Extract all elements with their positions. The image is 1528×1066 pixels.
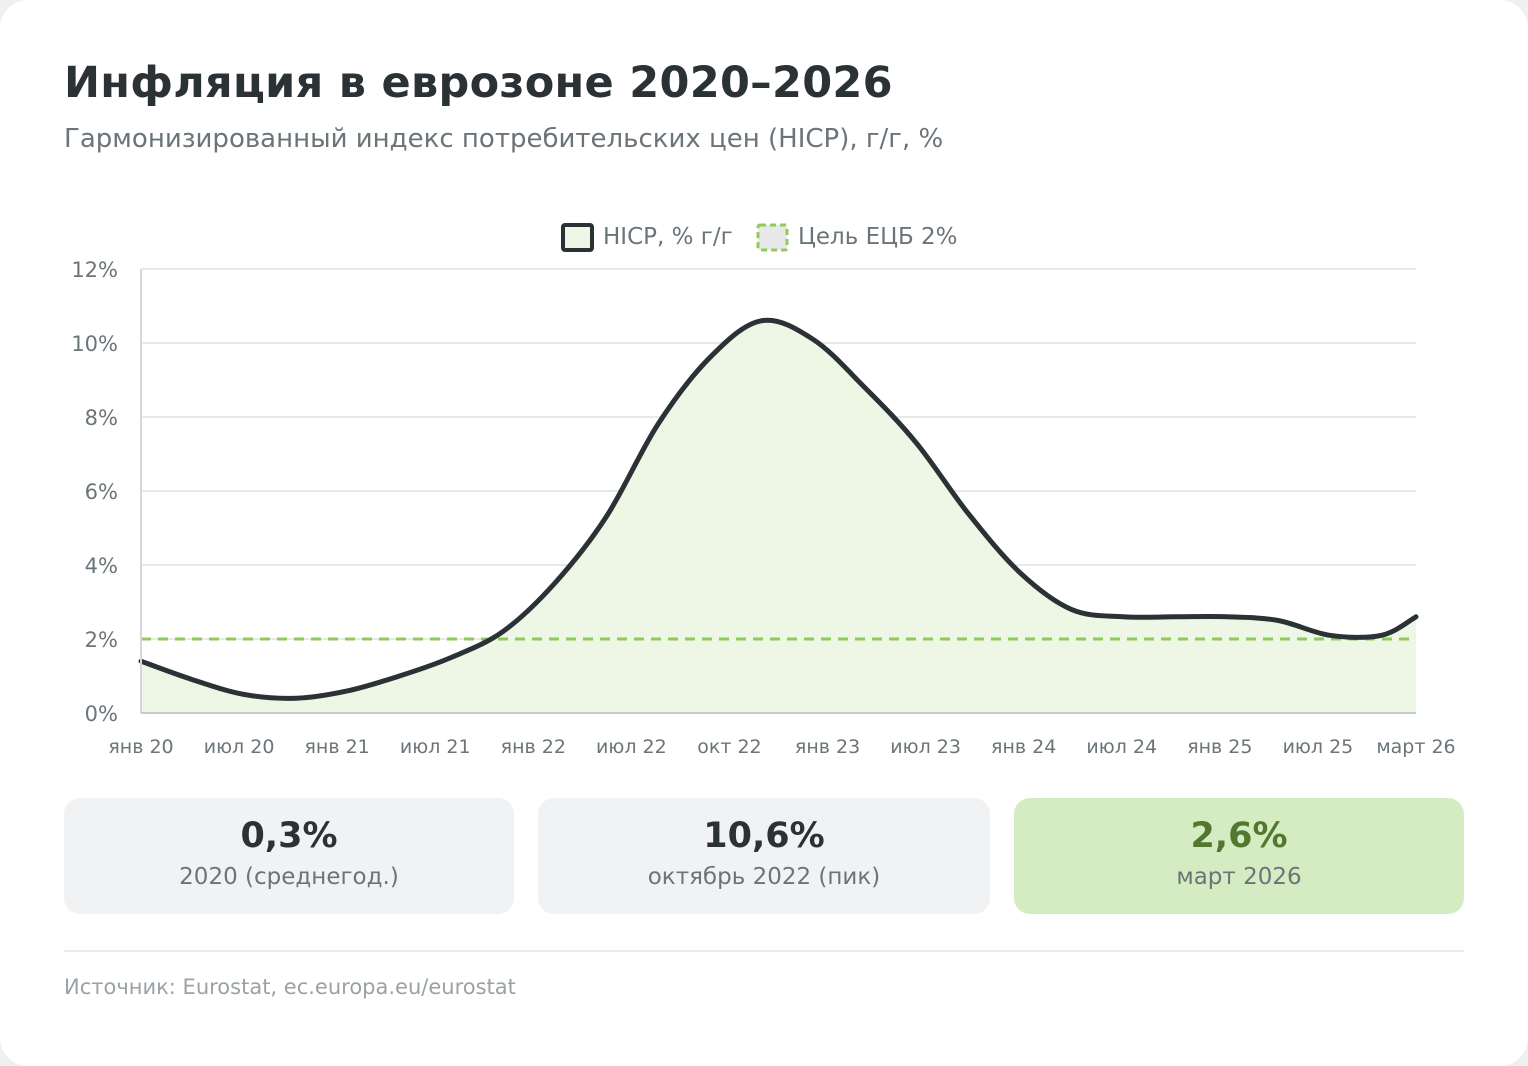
divider: [64, 950, 1464, 952]
y-tick-label: 8%: [85, 406, 118, 430]
chart-subtitle: Гармонизированный индекс потребительских…: [64, 124, 944, 154]
x-tick-label: июл 24: [1086, 736, 1157, 758]
y-tick-label: 2%: [85, 628, 118, 652]
x-tick-label: июл 25: [1283, 736, 1354, 758]
x-tick-label: март 26: [1376, 736, 1455, 758]
line-layer: [138, 317, 1419, 701]
x-tick-label: янв 22: [501, 736, 566, 758]
stat-value: 2,6%: [1190, 816, 1288, 856]
chart-legend: HICP, % г/г Цель ЕЦБ 2%: [561, 223, 958, 252]
y-tick-label: 12%: [71, 258, 118, 282]
x-tick-label: янв 25: [1187, 736, 1252, 758]
x-tick-label: июл 21: [400, 736, 471, 758]
x-tick-label: июл 22: [596, 736, 667, 758]
x-tick-label: янв 20: [108, 736, 173, 758]
x-tick-label: янв 23: [795, 736, 860, 758]
x-tick-label: июл 23: [890, 736, 961, 758]
stat-value: 0,3%: [240, 816, 338, 856]
stat-value: 10,6%: [703, 816, 825, 856]
axis-layer: 0% 2% 4% 6% 8% 10% 12% янв 20 июл 20 янв 21 июл 21…: [71, 258, 1455, 758]
legend-swatch-target: [756, 223, 789, 252]
y-tick-label: 10%: [71, 332, 118, 356]
y-tick-label: 4%: [85, 554, 118, 578]
x-tick-label: янв 21: [305, 736, 370, 758]
legend-label-hicp: HICP, % г/г: [603, 224, 733, 250]
y-tick-label: 0%: [85, 702, 118, 726]
hicp-area: [141, 320, 1416, 713]
area-layer: [141, 320, 1416, 713]
stat-card-peak: 10,6% октябрь 2022 (пик): [538, 798, 990, 914]
stat-label: октябрь 2022 (пик): [647, 864, 881, 890]
legend-label-target: Цель ЕЦБ 2%: [798, 224, 958, 250]
stat-card-current: 2,6% март 2026: [1014, 798, 1464, 914]
hicp-line: [138, 317, 1419, 701]
x-tick-label: янв 24: [991, 736, 1056, 758]
y-tick-label: 6%: [85, 480, 118, 504]
x-tick-label: окт 22: [697, 736, 761, 758]
inflation-chart: 0% 2% 4% 6% 8% 10% 12% янв 20 июл 20 янв 21 июл 21…: [71, 223, 1456, 758]
source-note: Источник: Eurostat, ec.europa.eu/eurosta…: [64, 975, 516, 999]
stat-card-2020: 0,3% 2020 (среднегод.): [64, 798, 514, 914]
stat-label: 2020 (среднегод.): [179, 864, 399, 890]
legend-swatch-hicp: [561, 223, 594, 252]
stat-label: март 2026: [1176, 864, 1302, 890]
x-tick-label: июл 20: [204, 736, 275, 758]
chart-title: Инфляция в еврозоне 2020–2026: [64, 58, 893, 108]
